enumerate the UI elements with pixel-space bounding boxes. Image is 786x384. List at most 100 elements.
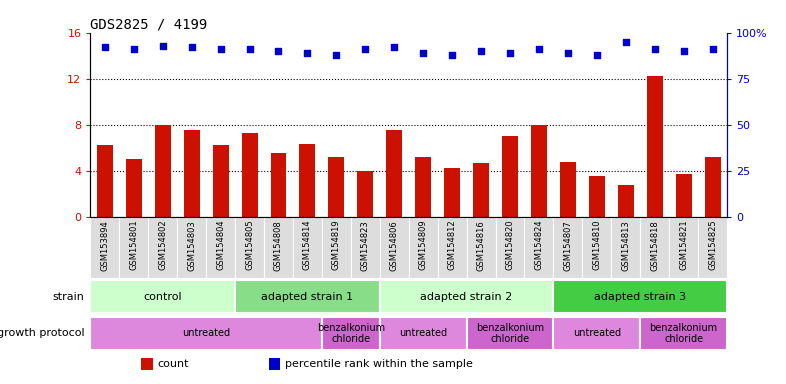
Bar	[467, 317, 553, 350]
Text: GSM154804: GSM154804	[216, 220, 225, 270]
Bar	[126, 159, 141, 217]
Bar	[618, 185, 634, 217]
Bar	[698, 217, 727, 278]
Text: GSM154806: GSM154806	[390, 220, 399, 271]
Bar	[380, 317, 467, 350]
Text: adapted strain 3: adapted strain 3	[594, 291, 686, 301]
Bar	[589, 177, 604, 217]
Bar	[676, 174, 692, 217]
Point	[504, 50, 516, 56]
Text: adapted strain 1: adapted strain 1	[262, 291, 354, 301]
Bar	[467, 217, 495, 278]
Bar	[380, 217, 409, 278]
Text: GSM154809: GSM154809	[419, 220, 428, 270]
Text: untreated: untreated	[182, 328, 230, 338]
Bar	[206, 217, 235, 278]
Bar	[553, 317, 641, 350]
Text: GSM154807: GSM154807	[564, 220, 572, 271]
Text: strain: strain	[53, 291, 85, 301]
Text: GSM154803: GSM154803	[187, 220, 196, 271]
Point	[678, 48, 690, 54]
Bar	[241, 133, 258, 217]
Text: adapted strain 2: adapted strain 2	[421, 291, 512, 301]
Point	[215, 46, 227, 52]
Bar	[235, 280, 380, 313]
Text: GSM154821: GSM154821	[679, 220, 688, 270]
Point	[619, 39, 632, 45]
Text: GSM154808: GSM154808	[274, 220, 283, 271]
Text: GSM154824: GSM154824	[534, 220, 543, 270]
Bar	[90, 280, 235, 313]
Bar	[149, 217, 177, 278]
Text: GSM154825: GSM154825	[708, 220, 717, 270]
Bar	[329, 157, 344, 217]
Bar	[524, 217, 553, 278]
Point	[590, 52, 603, 58]
Text: GSM154810: GSM154810	[593, 220, 601, 270]
Text: GSM154820: GSM154820	[505, 220, 515, 270]
Bar	[409, 217, 438, 278]
Bar	[184, 131, 200, 217]
Point	[648, 46, 661, 52]
Bar	[531, 125, 547, 217]
Text: GSM154816: GSM154816	[476, 220, 486, 271]
Text: GSM154813: GSM154813	[621, 220, 630, 271]
Point	[127, 46, 140, 52]
Text: benzalkonium
chloride: benzalkonium chloride	[317, 323, 385, 344]
Bar	[269, 358, 280, 370]
Point	[359, 46, 372, 52]
Bar	[438, 217, 467, 278]
Bar	[502, 136, 518, 217]
Bar	[90, 317, 322, 350]
Text: GSM154818: GSM154818	[650, 220, 659, 271]
Text: GSM154802: GSM154802	[158, 220, 167, 270]
Bar	[264, 217, 293, 278]
Point	[244, 46, 256, 52]
Bar	[612, 217, 641, 278]
Bar	[213, 146, 229, 217]
Bar	[299, 144, 315, 217]
Text: GDS2825 / 4199: GDS2825 / 4199	[90, 18, 208, 31]
Bar	[560, 162, 576, 217]
Bar	[235, 217, 264, 278]
Bar	[415, 157, 432, 217]
Point	[272, 48, 285, 54]
Text: percentile rank within the sample: percentile rank within the sample	[285, 359, 472, 369]
Text: untreated: untreated	[573, 328, 621, 338]
Point	[533, 46, 545, 52]
Bar	[553, 280, 727, 313]
Bar	[386, 131, 402, 217]
Point	[98, 44, 111, 50]
Bar	[641, 317, 727, 350]
Bar	[177, 217, 206, 278]
Bar	[473, 163, 489, 217]
Text: control: control	[143, 291, 182, 301]
Bar	[358, 171, 373, 217]
Point	[388, 44, 401, 50]
Point	[707, 46, 719, 52]
Text: GSM154805: GSM154805	[245, 220, 254, 270]
Text: GSM154801: GSM154801	[130, 220, 138, 270]
Point	[562, 50, 575, 56]
Bar	[351, 217, 380, 278]
Bar	[582, 217, 612, 278]
Text: untreated: untreated	[399, 328, 447, 338]
Bar	[270, 154, 286, 217]
Bar	[495, 217, 524, 278]
Bar	[322, 217, 351, 278]
Text: count: count	[157, 359, 189, 369]
Bar	[97, 146, 113, 217]
Text: GSM154823: GSM154823	[361, 220, 369, 271]
Bar	[704, 157, 721, 217]
Point	[156, 43, 169, 49]
Bar	[90, 217, 119, 278]
Text: GSM154819: GSM154819	[332, 220, 341, 270]
Point	[185, 44, 198, 50]
Text: growth protocol: growth protocol	[0, 328, 85, 338]
Point	[330, 52, 343, 58]
Bar	[322, 317, 380, 350]
Bar	[553, 217, 582, 278]
Point	[417, 50, 429, 56]
Text: GSM154814: GSM154814	[303, 220, 312, 270]
Text: benzalkonium
chloride: benzalkonium chloride	[649, 323, 718, 344]
